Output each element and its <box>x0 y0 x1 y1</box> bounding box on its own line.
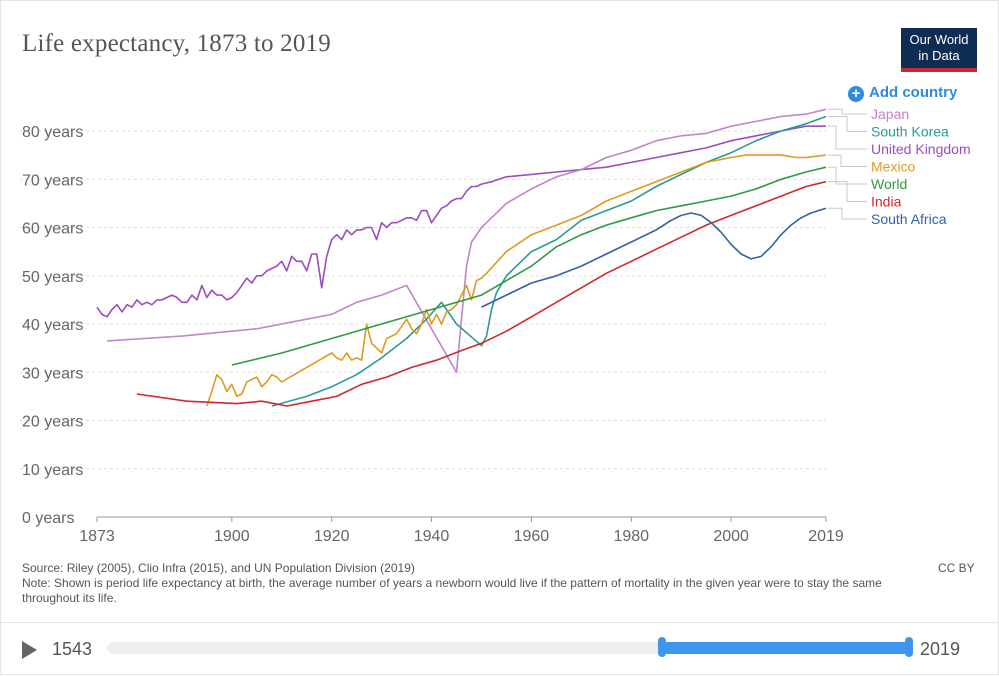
legend-connector <box>828 166 867 185</box>
series-line-south-africa <box>481 207 827 308</box>
series-line-south-korea <box>271 115 827 407</box>
x-tick-label: 1980 <box>613 528 649 545</box>
series-line-india <box>136 180 827 407</box>
y-tick-label: 30 years <box>22 365 83 382</box>
logo-underline <box>901 68 977 72</box>
timeline-end-label: 2019 <box>920 639 961 659</box>
y-tick-label: 10 years <box>22 462 83 479</box>
chart-title: Life expectancy, 1873 to 2019 <box>22 30 331 57</box>
play-icon[interactable] <box>22 641 37 659</box>
add-country-button[interactable]: + Add country <box>848 84 957 102</box>
timeline-end-handle[interactable] <box>905 637 913 657</box>
legend-label-india: India <box>871 194 902 210</box>
legend-label-japan: Japan <box>871 106 909 122</box>
grid-layer <box>20 130 826 470</box>
legend-label-united-kingdom: United Kingdom <box>871 141 971 157</box>
legend-label-world: World <box>871 176 907 192</box>
legend-label-south-africa: South Africa <box>871 211 947 227</box>
legend-label-south-korea: South Korea <box>871 124 949 140</box>
x-tick-label: 1960 <box>514 528 550 545</box>
x-tick-label: 1900 <box>214 528 250 545</box>
timeline-selected-range[interactable] <box>661 642 909 654</box>
timeline-start-handle[interactable] <box>658 637 666 657</box>
legend-connector <box>828 108 867 115</box>
series-line-united-kingdom <box>96 125 826 318</box>
timeline: 1543 2019 <box>0 622 999 676</box>
series-layer <box>96 108 827 407</box>
note-text: Note: Shown is period life expectancy at… <box>22 576 882 605</box>
series-line-japan <box>106 108 827 374</box>
axis-layer: 0 years 10 years 20 years 30 years 40 years 5… <box>22 124 844 545</box>
y-tick-label: 0 years <box>22 510 74 527</box>
owid-logo[interactable]: Our World in Data <box>901 28 977 72</box>
license-link[interactable]: CC BY <box>938 561 975 575</box>
legend-label-mexico: Mexico <box>871 159 916 175</box>
legend-connector <box>828 181 867 202</box>
x-tick-label: 2000 <box>713 528 749 545</box>
add-country-label: Add country <box>869 84 958 101</box>
legend-connector <box>828 116 867 132</box>
legend-connector <box>828 207 867 220</box>
source-text: Source: Riley (2005), Clio Infra (2015),… <box>22 561 415 575</box>
series-line-mexico <box>206 154 827 407</box>
y-tick-label: 80 years <box>22 124 83 141</box>
legend-connector <box>828 154 867 167</box>
y-tick-label: 60 years <box>22 221 83 238</box>
x-tick-label: 1873 <box>79 528 115 545</box>
timeline-start-label: 1543 <box>52 639 93 659</box>
y-tick-label: 20 years <box>22 414 83 431</box>
x-tick-label: 1940 <box>414 528 450 545</box>
series-line-world <box>231 166 827 366</box>
chart-footer: Source: Riley (2005), Clio Infra (2015),… <box>22 561 922 606</box>
legend-connector <box>828 125 867 150</box>
line-chart: 0 years 10 years 20 years 30 years 40 years 5… <box>20 106 971 545</box>
x-tick-label: 1920 <box>314 528 350 545</box>
x-tick-label: 2019 <box>808 528 844 545</box>
plus-icon: + <box>848 86 864 102</box>
y-tick-label: 50 years <box>22 269 83 286</box>
logo-line-1: Our World <box>909 32 969 47</box>
logo-line-2: in Data <box>918 48 960 63</box>
y-tick-label: 70 years <box>22 172 83 189</box>
y-tick-label: 40 years <box>22 317 83 334</box>
